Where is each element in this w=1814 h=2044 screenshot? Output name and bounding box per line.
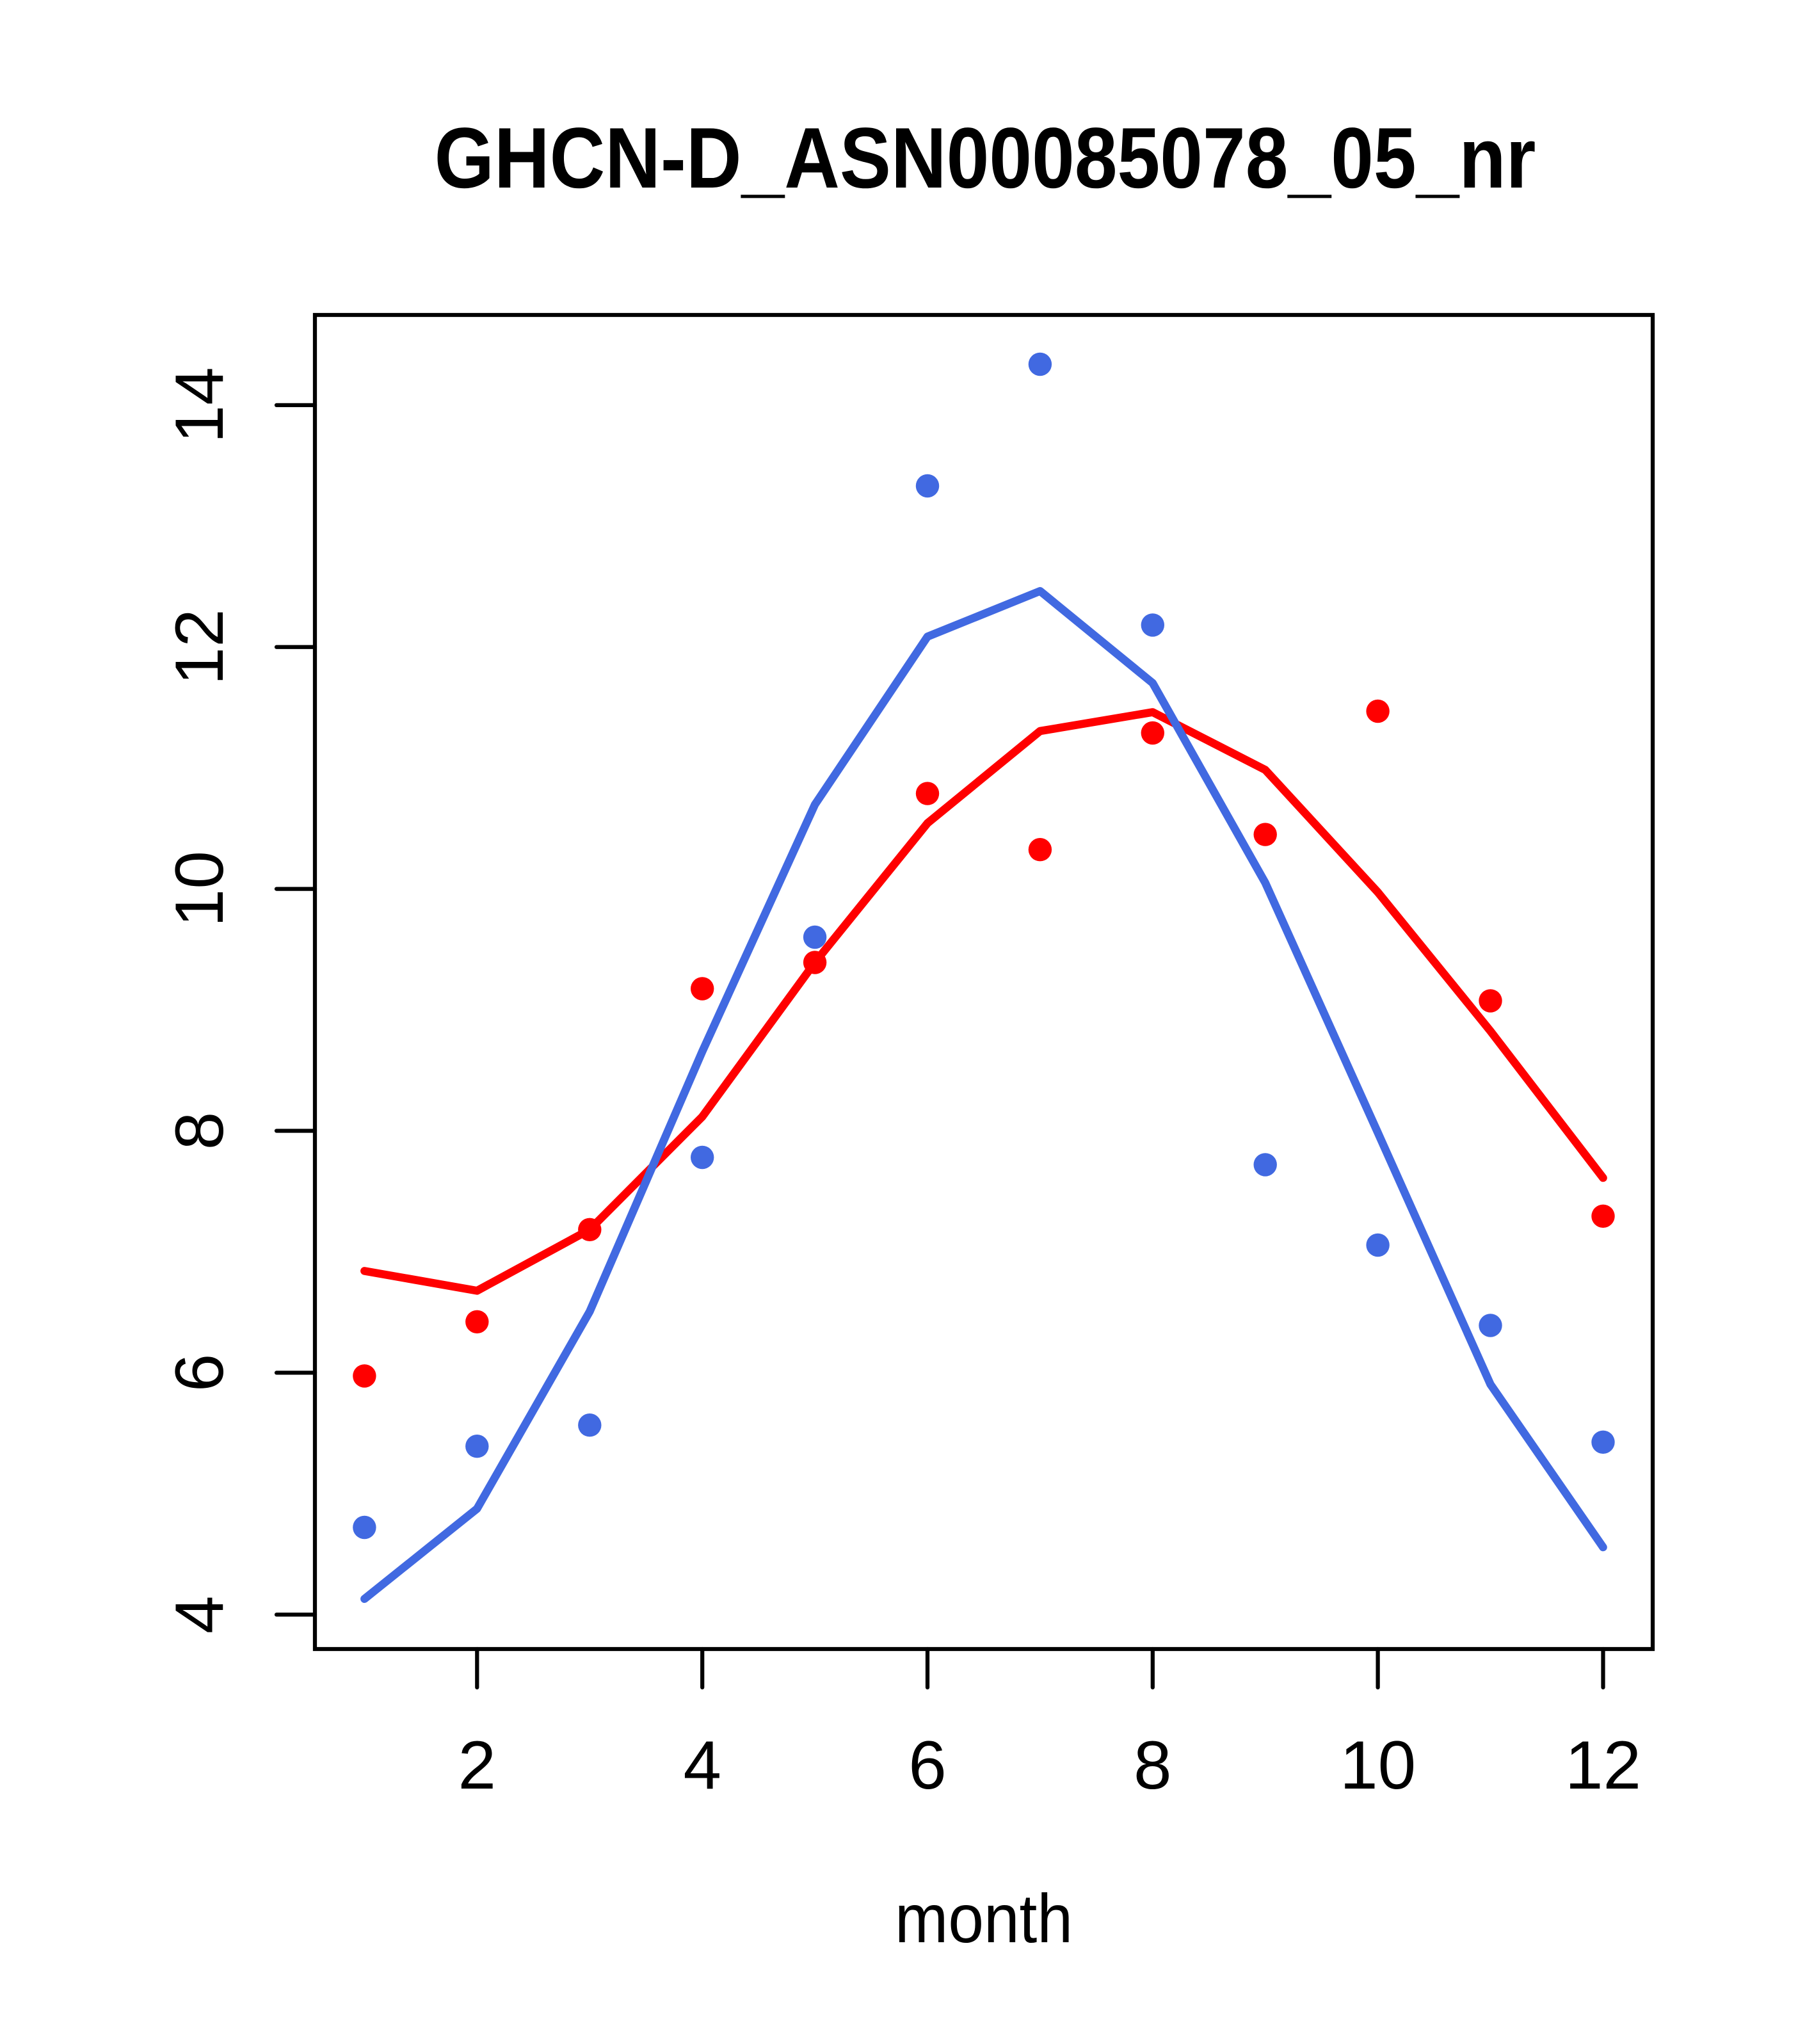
svg-text:6: 6 [161, 1354, 237, 1392]
svg-text:12: 12 [1565, 1726, 1641, 1803]
svg-text:12: 12 [161, 609, 237, 685]
svg-text:4: 4 [161, 1596, 237, 1634]
svg-text:8: 8 [161, 1112, 237, 1150]
svg-text:8: 8 [1134, 1726, 1172, 1803]
svg-text:2: 2 [458, 1726, 497, 1803]
svg-text:10: 10 [161, 851, 237, 927]
svg-text:4: 4 [683, 1726, 721, 1803]
svg-text:month: month [895, 1880, 1073, 1957]
svg-text:10: 10 [1340, 1726, 1416, 1803]
svg-text:GHCN-D_ASN00085078_05_nr: GHCN-D_ASN00085078_05_nr [435, 110, 1536, 206]
svg-text:6: 6 [908, 1726, 947, 1803]
svg-text:14: 14 [161, 367, 237, 443]
